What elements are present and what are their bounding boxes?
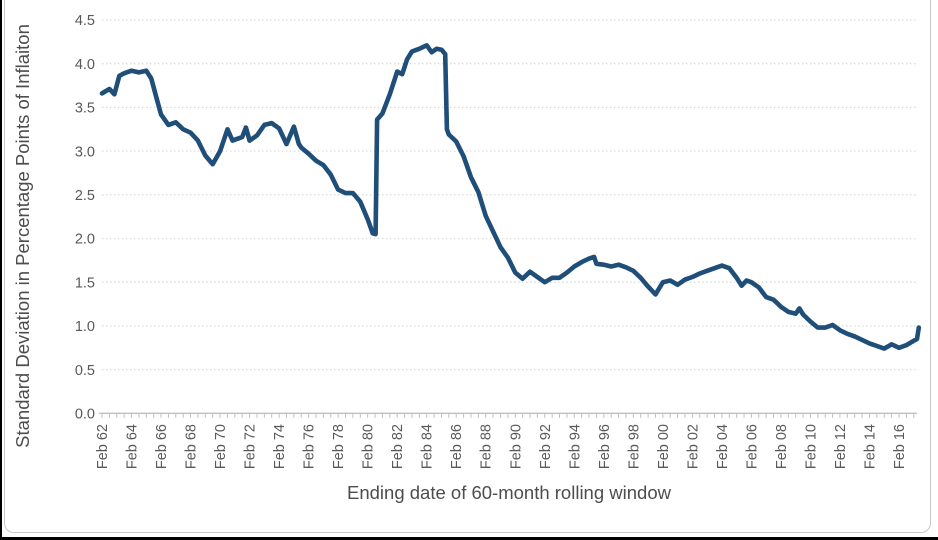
x-tick-label: Feb 12 [833,424,849,469]
y-tick-label: 0.0 [75,407,95,423]
x-tick-label: Feb 82 [390,424,406,469]
x-tick-label: Feb 88 [479,424,495,469]
x-tick-label: Feb 62 [95,424,111,469]
x-axis [99,412,917,418]
x-tick-label: Feb 68 [184,424,200,469]
x-tick-label: Feb 74 [272,424,288,469]
x-tick-label: Feb 64 [125,424,141,469]
x-tick-label: Feb 80 [361,424,377,469]
x-tick-label: Feb 66 [154,424,170,469]
x-tick-label: Feb 10 [803,424,819,469]
x-tick-label: Feb 72 [243,424,259,469]
x-tick-label: Feb 94 [567,424,583,469]
y-tick-label: 1.0 [75,319,95,335]
y-tick-label: 3.5 [75,101,95,117]
x-tick-label: Feb 78 [331,424,347,469]
y-tick-label: 3.0 [75,144,95,160]
x-tick-label: Feb 86 [449,424,465,469]
x-tick-label: Feb 06 [744,424,760,469]
tick-labels: 0.0 0.5 1.0 1.5 2.0 2.5 3.0 3.5 4.0 4.5 Feb 62 Feb … [75,13,908,469]
y-axis-title: Standard Deviation in Percentage Points … [12,24,33,448]
x-tick-label: Feb 04 [715,424,731,469]
x-tick-label: Feb 14 [862,424,878,469]
x-tick-label: Feb 84 [420,424,436,469]
y-tick-label: 1.5 [75,275,95,291]
x-tick-label: Feb 08 [774,424,790,469]
x-tick-label: Feb 70 [213,424,229,469]
x-tick-label: Feb 16 [892,424,908,469]
y-tick-label: 0.5 [75,363,95,379]
x-tick-label: Feb 02 [685,424,701,469]
gridlines [102,19,917,371]
x-tick-label: Feb 90 [508,424,524,469]
y-tick-label: 4.0 [75,57,95,73]
chart-card [4,0,931,533]
x-tick-label: Feb 98 [626,424,642,469]
y-tick-label: 2.5 [75,188,95,204]
series-line [99,42,922,351]
x-tick-label: Feb 96 [597,424,613,469]
x-tick-label: Feb 00 [656,424,672,469]
y-tick-label: 2.0 [75,232,95,248]
y-tick-label: 4.5 [75,13,95,29]
x-tick-label: Feb 92 [538,424,554,469]
data-series-line [99,42,922,351]
x-tick-label: Feb 76 [302,424,318,469]
x-axis-title: Ending date of 60-month rolling window [347,482,672,503]
